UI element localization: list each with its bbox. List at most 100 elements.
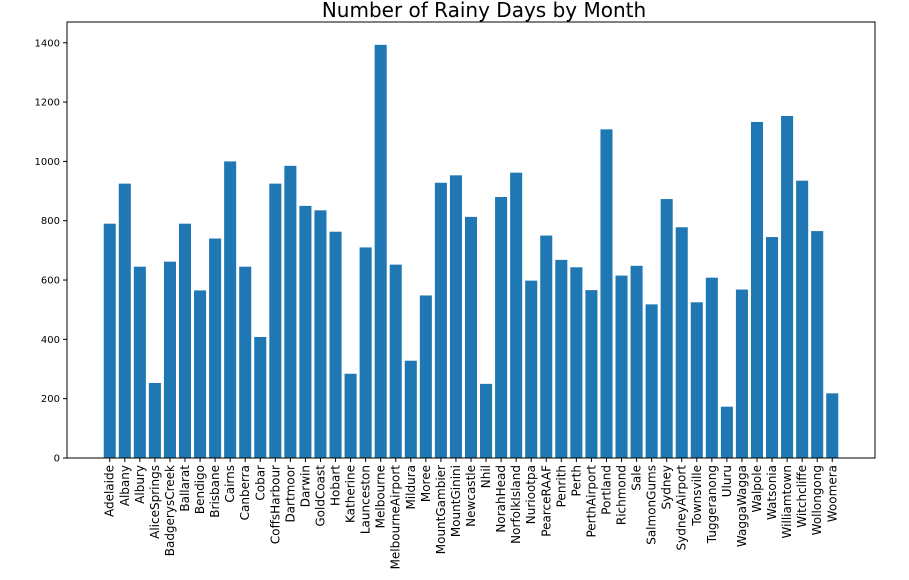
x-tick-label-Perth: Perth [569, 465, 583, 496]
x-tick-label-Richmond: Richmond [615, 465, 629, 525]
bars-layer [103, 44, 839, 459]
x-tick-label-Bendigo: Bendigo [193, 465, 207, 514]
x-tick-label-Dartmoor: Dartmoor [283, 465, 297, 523]
bar-Portland [600, 129, 613, 458]
bar-SalmonGums [645, 304, 658, 458]
bar-Bendigo [194, 290, 207, 458]
x-tick-label-Cairns: Cairns [223, 465, 237, 503]
x-tick-label-Albury: Albury [133, 465, 147, 504]
bar-NorfolkIsland [510, 172, 523, 459]
bar-GoldCoast [314, 210, 327, 458]
y-axis: 0 200 400 600 800 1000 1200 1400 [35, 38, 67, 465]
bar-BadgerysCreek [163, 261, 176, 458]
x-tick-label-NorfolkIsland: NorfolkIsland [509, 465, 523, 544]
bar-Darwin [299, 205, 312, 458]
bar-Richmond [615, 275, 628, 458]
bar-Ballarat [178, 223, 192, 458]
x-tick-label-Adelaide: Adelaide [103, 465, 117, 517]
x-tick-label-Brisbane: Brisbane [208, 465, 222, 518]
bar-Tuggeranong [705, 277, 718, 458]
chart-title: Number of Rainy Days by Month [322, 0, 646, 22]
x-tick-label-Williamtown: Williamtown [780, 465, 794, 538]
x-tick-label-Wollongong: Wollongong [810, 465, 824, 535]
bar-Moree [419, 295, 432, 458]
x-tick-label-Nhil: Nhil [479, 465, 493, 488]
y-tick-label: 800 [41, 216, 60, 227]
y-tick-label: 600 [41, 276, 60, 287]
bar-MountGinini [449, 175, 462, 458]
bar-Wollongong [811, 231, 824, 458]
bar-Hobart [329, 231, 342, 458]
bar-Albany [118, 183, 131, 458]
bar-Albury [133, 266, 146, 458]
x-tick-label-Sale: Sale [630, 465, 644, 491]
bar-Brisbane [209, 238, 222, 458]
bar-Cairns [224, 161, 237, 458]
bar-Nuriootpa [525, 280, 538, 458]
x-tick-label-SydneyAirport: SydneyAirport [675, 465, 689, 551]
bar-MountGambier [434, 182, 447, 458]
x-tick-label-Ballarat: Ballarat [178, 465, 192, 512]
bar-Mildura [404, 360, 417, 458]
x-tick-label-Canberra: Canberra [238, 465, 252, 520]
bar-Perth [570, 267, 583, 458]
bar-MelbourneAirport [389, 264, 402, 458]
bar-Townsville [690, 302, 703, 458]
x-tick-label-Witchcliffe: Witchcliffe [795, 465, 809, 528]
bar-SydneyAirport [675, 227, 688, 458]
bar-Launceston [359, 247, 372, 458]
bar-Adelaide [103, 223, 116, 458]
x-tick-label-Watsonia: Watsonia [765, 465, 779, 520]
y-tick-label: 1000 [35, 157, 60, 168]
x-tick-label-Newcastle: Newcastle [464, 465, 478, 527]
x-tick-label-NorahHead: NorahHead [494, 465, 508, 533]
x-tick-label-Portland: Portland [599, 465, 613, 515]
x-tick-label-BadgerysCreek: BadgerysCreek [163, 465, 177, 556]
bar-Witchcliffe [796, 180, 809, 458]
bar-Sale [630, 265, 643, 458]
x-tick-label-AliceSprings: AliceSprings [148, 465, 162, 539]
x-tick-label-Darwin: Darwin [298, 465, 312, 507]
x-tick-label-MountGambier: MountGambier [434, 465, 448, 554]
x-tick-label-CoffsHarbour: CoffsHarbour [268, 465, 282, 544]
y-tick-label: 400 [41, 335, 60, 346]
y-tick-label: 1400 [35, 38, 60, 49]
bar-Penrith [555, 259, 568, 458]
x-tick-label-WaggaWagga: WaggaWagga [735, 465, 749, 547]
plot-frame [66, 21, 876, 459]
x-tick-label-SalmonGums: SalmonGums [645, 465, 659, 545]
bar-Melbourne [374, 44, 387, 459]
bar-Watsonia [766, 237, 779, 458]
x-tick-label-Nuriootpa: Nuriootpa [524, 465, 538, 524]
bar-NorahHead [495, 196, 508, 459]
bar-Cobar [254, 336, 267, 458]
x-tick-label-Sydney: Sydney [660, 465, 674, 509]
y-tick-label: 0 [54, 454, 60, 465]
x-tick-label-Townsville: Townsville [690, 465, 704, 527]
bar-PerthAirport [585, 290, 598, 458]
bar-AliceSprings [148, 382, 161, 458]
x-tick-label-Tuggeranong: Tuggeranong [705, 465, 719, 544]
bar-Nhil [480, 383, 493, 458]
bar-Uluru [720, 406, 733, 458]
bar-WaggaWagga [735, 289, 748, 458]
bar-Dartmoor [284, 165, 297, 458]
x-tick-label-Katherine: Katherine [344, 465, 358, 523]
x-tick-label-MountGinini: MountGinini [449, 465, 463, 537]
x-tick-label-Cobar: Cobar [253, 465, 267, 501]
bar-Sydney [660, 199, 673, 458]
x-tick-label-Moree: Moree [419, 465, 433, 502]
x-tick-label-PerthAirport: PerthAirport [584, 465, 598, 538]
x-tick-label-Melbourne: Melbourne [374, 465, 388, 528]
x-tick-label-Mildura: Mildura [404, 465, 418, 510]
bar-Newcastle [464, 216, 478, 458]
x-tick-label-Penrith: Penrith [554, 465, 568, 507]
y-tick-label: 1200 [35, 98, 60, 109]
bar-PearceRAAF [540, 235, 553, 458]
x-tick-label-MelbourneAirport: MelbourneAirport [389, 465, 403, 570]
x-tick-label-Uluru: Uluru [720, 465, 734, 497]
bar-Canberra [239, 266, 252, 458]
x-tick-label-Launceston: Launceston [359, 465, 373, 534]
x-tick-label-PearceRAAF: PearceRAAF [539, 465, 553, 537]
